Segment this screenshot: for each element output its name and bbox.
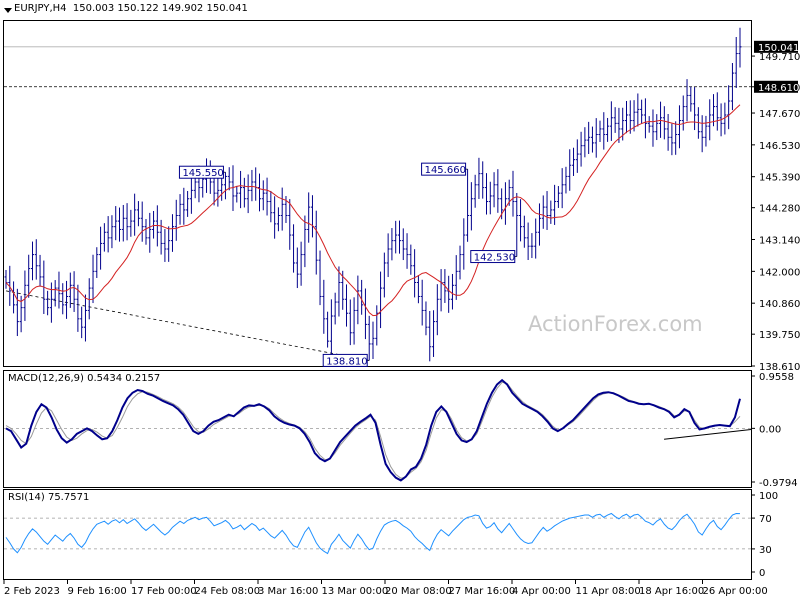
price-axis-label: 142.000 [759,267,800,278]
macd-support-line [664,428,752,440]
watermark-text: ActionForex.com [528,312,703,336]
macd-title: MACD(12,26,9) 0.5434 0.2157 [8,373,161,384]
x-axis-label: 4 Apr 00:00 [512,586,571,597]
x-axis-label: 20 Mar 08:00 [385,586,452,597]
x-axis-label: 3 Mar 16:00 [258,586,318,597]
price-axis-label: 147.670 [759,109,800,120]
price-axis-label: 146.530 [759,141,800,152]
annotation-box [322,353,368,367]
price-axis-label: 140.860 [759,299,800,310]
level-price-label-box [754,80,798,93]
moving-average-line [5,104,741,317]
rsi-pane-frame [3,489,752,580]
rsi-title: RSI(14) 75.7571 [8,492,90,503]
x-axis-label: 18 Apr 16:00 [639,586,704,597]
price-axis-label: 139.750 [759,330,800,341]
trendline [5,290,370,361]
price-axis-label: 143.140 [759,236,800,247]
collapse-arrow-icon[interactable] [4,8,12,13]
macd-main-line [5,378,741,482]
rsi-axis-label: 0 [759,568,765,579]
price-axis-label: 145.390 [759,173,800,184]
price-axis-label: 149.710 [759,52,800,63]
annotation-label: 142.530 [474,253,515,264]
x-axis-label: 24 Feb 08:00 [195,586,261,597]
chart-header: EURJPY,H4 150.003 150.122 149.902 150.04… [14,3,248,14]
macd-signal-line [5,381,741,479]
current-price-label-box [754,40,798,53]
x-axis-label: 17 Feb 00:00 [131,586,197,597]
macd-axis-label: 0.00 [759,424,781,435]
rsi-line [5,512,741,555]
x-axis-label: 27 Mar 16:00 [449,586,516,597]
rsi-axis-label: 70 [759,514,772,525]
price-pane-frame [3,20,752,367]
annotation-box [470,250,516,264]
x-axis-label: 9 Feb 16:00 [68,586,127,597]
level-price-label: 148.610 [758,83,799,94]
annotation-box [178,165,224,179]
price-axis-label: 138.610 [759,362,800,373]
x-axis-label: 2 Feb 2023 [4,586,60,597]
annotation-label: 145.660 [425,165,466,176]
macd-axis-label: -0.9794 [759,478,798,489]
annotation-label: 145.550 [182,168,223,179]
macd-axis-label: 0.9558 [759,372,794,383]
x-axis-label: 26 Apr 00:00 [703,586,768,597]
x-axis-label: 11 Apr 08:00 [576,586,641,597]
annotation-box [421,162,467,176]
macd-pane-frame [3,370,752,488]
price-axis-label: 144.280 [759,204,800,215]
x-axis-label: 13 Mar 00:00 [322,586,389,597]
rsi-axis-label: 100 [759,491,778,502]
annotation-label: 138.810 [326,356,367,367]
rsi-axis-label: 30 [759,545,772,556]
current-price-label: 150.041 [758,43,799,54]
